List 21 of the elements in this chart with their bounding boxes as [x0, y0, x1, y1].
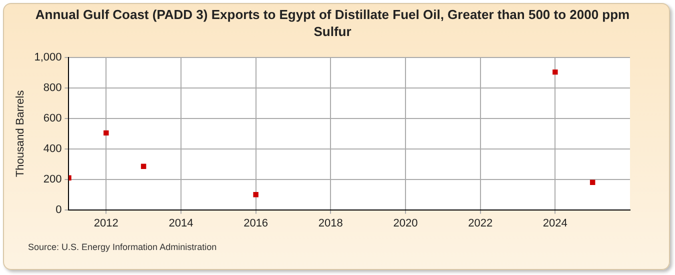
x-tick-label: 2014 — [168, 217, 194, 230]
point — [552, 69, 558, 75]
y-tick-label: 600 — [43, 112, 62, 125]
x-tick-label: 2012 — [94, 217, 118, 230]
y-tick-label: 400 — [43, 142, 62, 155]
y-axis-title: Thousand Barrels — [14, 90, 27, 178]
x-tick-label: 2022 — [468, 217, 493, 230]
point — [253, 192, 258, 198]
point — [104, 130, 109, 136]
y-tick-label: 200 — [43, 173, 62, 186]
x-tick-label: 2020 — [393, 217, 418, 230]
point — [590, 180, 596, 186]
point — [140, 164, 146, 170]
x-tick-label: 2018 — [318, 217, 343, 230]
x-tick-label: 2024 — [542, 217, 568, 230]
y-tick-label: 1,000 — [34, 52, 62, 64]
source-note: Source: U.S. Energy Information Administration — [28, 242, 217, 252]
x-tick-label: 2016 — [244, 217, 268, 230]
y-tick-label: 800 — [43, 82, 62, 94]
y-tick-label: 0 — [56, 204, 62, 216]
chart-title: Annual Gulf Coast (PADD 3) Exports to Egypt of Distillate Fuel Oil, Greater than 500 to 2000 ppm Sulfur — [34, 6, 631, 40]
